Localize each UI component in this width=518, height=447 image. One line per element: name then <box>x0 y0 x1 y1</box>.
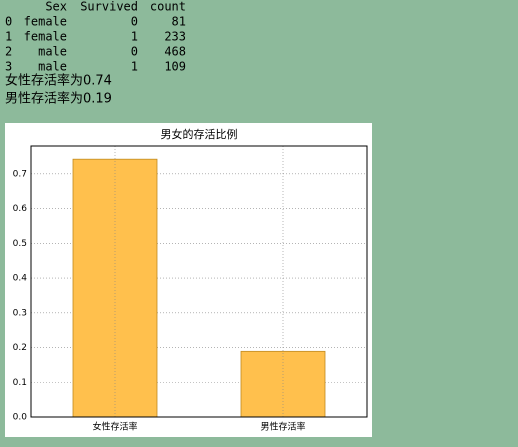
y-tick-label: 0.0 <box>13 413 28 423</box>
table-cell: 233 <box>164 30 186 44</box>
y-tick-label: 0.3 <box>13 308 27 318</box>
table-cell: 0 <box>131 45 138 59</box>
plot-frame <box>30 145 368 418</box>
table-header: count <box>150 0 186 14</box>
table-cell: 468 <box>164 45 186 59</box>
y-tick-label: 0.4 <box>13 274 28 284</box>
table-cell: female <box>24 15 67 29</box>
table-cell: male <box>38 45 67 59</box>
y-tick-label: 0.2 <box>13 343 27 353</box>
output-line: 女性存活率为0.74 <box>5 73 112 89</box>
chart-title: 男女的存活比例 <box>161 127 238 141</box>
table-header: Sex <box>45 0 67 14</box>
table-cell: male <box>38 60 67 74</box>
table-cell: 109 <box>164 60 186 74</box>
y-tick-label: 0.5 <box>13 239 27 249</box>
table-cell: 81 <box>172 15 186 29</box>
table-cell: female <box>24 30 67 44</box>
x-tick-label: 男性存活率 <box>260 421 305 433</box>
table-index: 3 <box>5 60 12 74</box>
y-tick-label: 0.7 <box>13 169 27 179</box>
table-index: 0 <box>5 15 12 29</box>
output-line: 男性存活率为0.19 <box>5 91 112 107</box>
table-cell: 1 <box>131 30 138 44</box>
y-tick-label: 0.1 <box>13 378 27 388</box>
table-index: 1 <box>5 30 12 44</box>
table-cell: 1 <box>131 60 138 74</box>
y-tick-label: 0.6 <box>13 204 28 214</box>
table-cell: 0 <box>131 15 138 29</box>
table-header: Survived <box>80 0 138 14</box>
table-index: 2 <box>5 45 12 59</box>
x-tick-label: 女性存活率 <box>92 421 137 433</box>
